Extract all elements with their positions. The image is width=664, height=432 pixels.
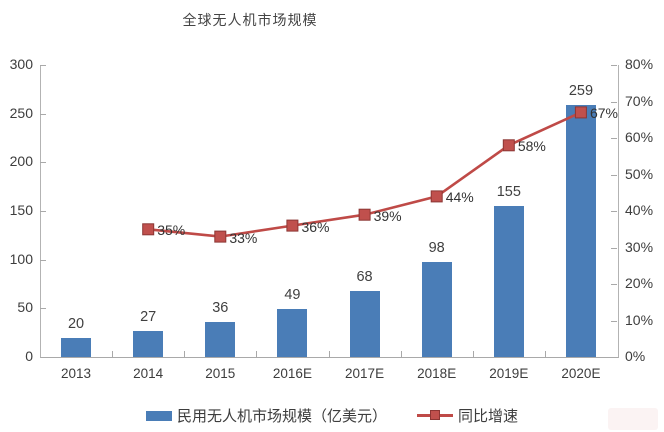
- y2-axis-tick: [611, 211, 617, 212]
- y-axis-tick-label: 0: [25, 348, 33, 364]
- x-axis-label: 2014: [133, 366, 164, 381]
- line-point-label: 39%: [373, 207, 402, 224]
- bar-value-label: 27: [140, 308, 157, 325]
- line-point-label: 36%: [301, 218, 330, 235]
- y2-axis-tick-label: 10%: [625, 311, 654, 328]
- bar: [493, 206, 524, 357]
- line-point-marker: [142, 223, 155, 236]
- line-point-marker: [214, 230, 227, 243]
- legend-item-growth-rate: 同比增速: [417, 405, 518, 426]
- bar-value-label: 98: [428, 239, 445, 256]
- y2-axis-tick: [611, 284, 617, 285]
- y2-axis-tick: [611, 65, 617, 66]
- x-axis-tick: [112, 351, 113, 357]
- bar: [277, 309, 308, 357]
- line-point-label: 33%: [229, 229, 258, 246]
- line-swatch-square: [430, 410, 440, 420]
- bar: [133, 330, 164, 357]
- y2-axis-tick-label: 0%: [625, 348, 646, 364]
- line-point-marker: [502, 139, 515, 152]
- line-point-marker: [358, 208, 371, 221]
- y-axis-tick-label: 50: [17, 299, 33, 316]
- line-point-marker: [430, 190, 443, 203]
- y2-axis-tick: [611, 174, 617, 176]
- x-axis-label: 2018E: [417, 366, 457, 381]
- y-axis-tick-label: 200: [9, 153, 33, 170]
- x-axis-tick: [184, 351, 185, 357]
- x-axis-label: 2015: [205, 366, 236, 381]
- y2-axis-tick: [611, 138, 617, 139]
- legend-item-market-size: 民用无人机市场规模（亿美元）: [145, 405, 387, 426]
- legend-label-growth-rate: 同比增速: [458, 408, 519, 425]
- x-axis-label: 2020E: [561, 366, 601, 381]
- bar-value-label: 49: [284, 287, 301, 304]
- line-point-label: 35%: [157, 222, 186, 239]
- bar-value-label: 68: [356, 268, 373, 285]
- bar-value-label: 155: [496, 184, 521, 201]
- y2-axis-tick: [611, 320, 617, 322]
- x-axis-tick: [329, 351, 330, 357]
- bar: [421, 261, 452, 357]
- bar-value-label: 36: [212, 299, 229, 316]
- y-axis-tick-label: 300: [9, 56, 33, 72]
- bar: [205, 321, 236, 357]
- y-axis-tick: [40, 211, 46, 212]
- bar-swatch-icon: [145, 410, 172, 421]
- bar: [565, 104, 596, 357]
- x-axis-tick: [256, 351, 257, 357]
- y-axis-tick: [40, 162, 46, 164]
- y2-axis-tick-label: 50%: [625, 165, 654, 182]
- x-axis-label: 2019E: [489, 366, 529, 381]
- line-point-label: 44%: [445, 189, 474, 206]
- y2-axis-tick-label: 20%: [625, 275, 654, 291]
- x-axis-label: 2013: [61, 366, 92, 381]
- line-point-marker: [286, 219, 299, 232]
- y-axis-tick: [40, 113, 46, 115]
- y2-axis-tick-label: 40%: [625, 202, 654, 218]
- x-axis-tick: [401, 351, 402, 357]
- legend: 民用无人机市场规模（亿美元） 同比增速: [0, 405, 664, 426]
- legend-label-market-size: 民用无人机市场规模（亿美元）: [176, 408, 387, 425]
- y-axis-tick-label: 250: [9, 104, 33, 121]
- line-point-label: 67%: [589, 105, 618, 122]
- y2-axis-tick-label: 70%: [625, 92, 654, 109]
- y2-axis-tick: [611, 101, 617, 103]
- watermark-smudge: [608, 408, 658, 430]
- bar: [349, 290, 380, 357]
- line-point-label: 58%: [517, 138, 546, 155]
- y-axis-tick-label: 150: [9, 202, 33, 218]
- line-marker-icon: [417, 410, 453, 421]
- x-axis-tick: [473, 351, 474, 357]
- y-axis-tick-label: 100: [9, 250, 33, 267]
- x-axis-label: 2017E: [345, 366, 385, 381]
- y2-axis-tick: [611, 247, 617, 249]
- y2-axis-tick-label: 80%: [625, 56, 654, 72]
- chart-title: 全球无人机市场规模: [182, 12, 318, 28]
- y2-axis-tick-label: 60%: [625, 129, 654, 145]
- bar-value-label: 20: [67, 315, 85, 332]
- bar: [61, 337, 92, 357]
- y-axis-tick: [40, 259, 46, 261]
- x-axis-label: 2016E: [272, 366, 312, 381]
- y2-axis-tick-label: 30%: [625, 238, 654, 255]
- y-axis-tick: [40, 65, 46, 66]
- y-axis-tick: [40, 308, 46, 310]
- x-axis-tick: [545, 351, 546, 357]
- bar-value-label: 259: [568, 82, 594, 99]
